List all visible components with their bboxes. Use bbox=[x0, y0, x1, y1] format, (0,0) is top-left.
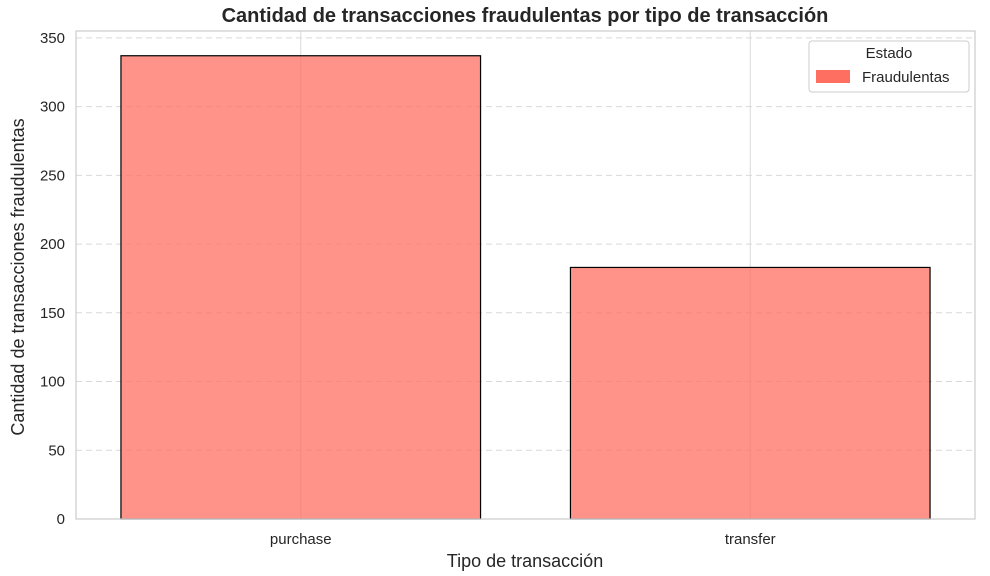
chart-title: Cantidad de transacciones fraudulentas p… bbox=[222, 5, 829, 27]
bar-purchase bbox=[120, 55, 482, 520]
legend-swatch bbox=[816, 70, 850, 83]
y-tick-label: 150 bbox=[40, 305, 65, 322]
legend-title: Estado bbox=[866, 45, 913, 62]
y-tick-label: 250 bbox=[40, 167, 65, 184]
y-tick-label: 350 bbox=[40, 30, 65, 47]
x-axis-label: Tipo de transacción bbox=[447, 551, 603, 571]
y-tick-label: 0 bbox=[57, 511, 65, 528]
x-axis-ticks: purchase transfer bbox=[270, 531, 776, 548]
x-tick-label: transfer bbox=[725, 531, 776, 548]
y-tick-label: 300 bbox=[40, 99, 65, 116]
x-tick-label: purchase bbox=[270, 531, 332, 548]
legend-entry-label: Fraudulentas bbox=[862, 69, 950, 86]
bar-transfer bbox=[569, 266, 931, 520]
y-axis-ticks: 0 50 100 150 200 250 300 350 bbox=[40, 30, 65, 528]
legend: Estado Fraudulentas bbox=[808, 40, 970, 93]
y-tick-label: 200 bbox=[40, 236, 65, 253]
y-tick-label: 100 bbox=[40, 374, 65, 391]
y-axis-label: Cantidad de transacciones fraudulentas bbox=[8, 118, 28, 435]
plot-frame bbox=[75, 30, 976, 520]
y-tick-label: 50 bbox=[48, 442, 65, 459]
bars bbox=[120, 55, 931, 520]
